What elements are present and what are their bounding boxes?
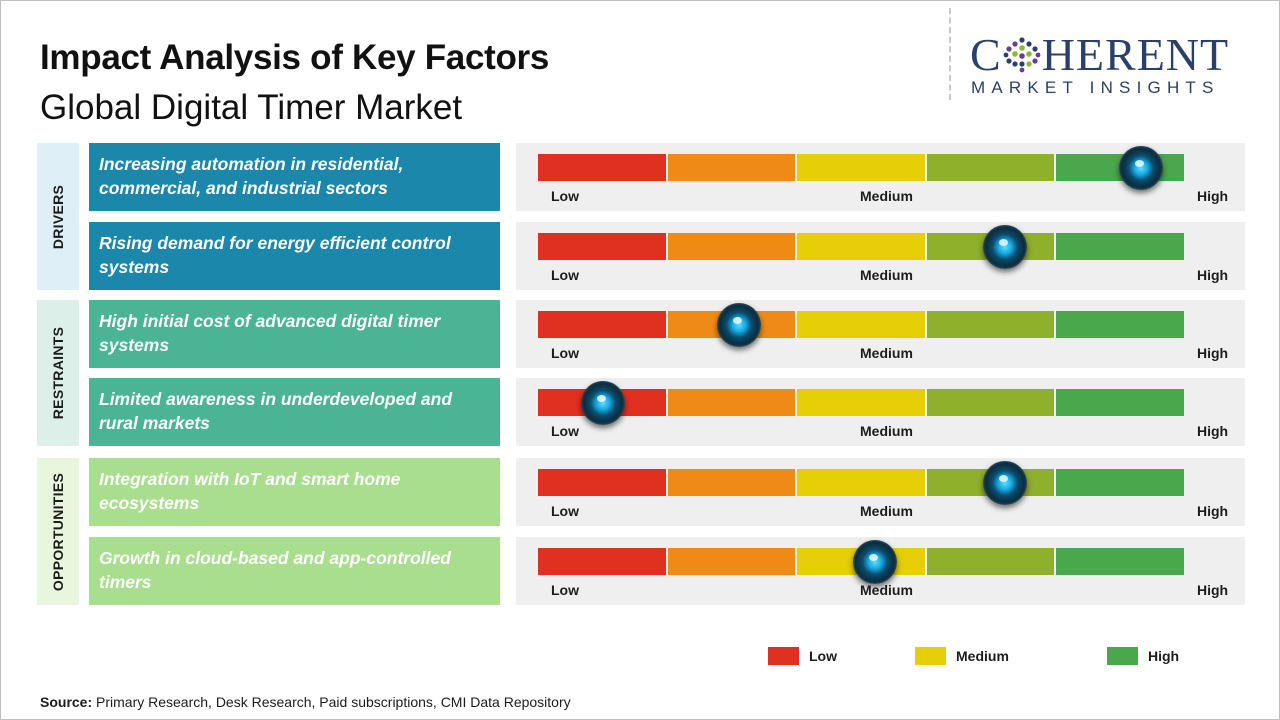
factor-label: Growth in cloud-based and app-controlled… bbox=[89, 537, 500, 605]
gauge-segment-5 bbox=[1056, 548, 1186, 575]
gauge-high-label: High bbox=[1197, 503, 1229, 519]
impact-gauge: Low Medium High bbox=[516, 143, 1245, 211]
gauge-segment-1 bbox=[538, 548, 668, 575]
impact-marker bbox=[982, 461, 1027, 505]
gauge-segment-3 bbox=[797, 311, 927, 338]
gauge-medium-label: Medium bbox=[860, 423, 913, 439]
source-text: Primary Research, Desk Research, Paid su… bbox=[92, 694, 571, 710]
factor-label: High initial cost of advanced digital ti… bbox=[89, 300, 500, 368]
gauge-segment-4 bbox=[926, 548, 1057, 575]
impact-marker bbox=[982, 225, 1027, 269]
impact-marker bbox=[580, 381, 625, 425]
gauge-scale-bar bbox=[538, 461, 1186, 505]
factor-label: Rising demand for energy efficient contr… bbox=[89, 222, 500, 290]
gauge-scale-bar bbox=[538, 146, 1186, 190]
gauge-low-label: Low bbox=[551, 582, 579, 598]
legend-item-high: High bbox=[1107, 647, 1179, 665]
gauge-medium-label: Medium bbox=[860, 503, 913, 519]
group-tab-restraints: RESTRAINTS bbox=[37, 300, 79, 446]
impact-marker bbox=[852, 540, 897, 584]
gauge-segment-3 bbox=[797, 469, 927, 496]
impact-marker bbox=[1118, 146, 1163, 190]
legend-swatch bbox=[768, 647, 799, 665]
gauge-segment-2 bbox=[667, 233, 798, 260]
chart-title: Impact Analysis of Key Factors bbox=[40, 38, 550, 77]
gauge-segment-2 bbox=[667, 154, 798, 181]
factor-label: Integration with IoT and smart home ecos… bbox=[89, 458, 500, 526]
gauge-scale-bar bbox=[538, 540, 1186, 584]
gauge-medium-label: Medium bbox=[860, 188, 913, 204]
gauge-segment-5 bbox=[1056, 311, 1186, 338]
legend-label: Low bbox=[809, 648, 837, 664]
company-logo: C HERENT MARKET INSIGHTS bbox=[970, 30, 1260, 100]
impact-marker bbox=[716, 303, 761, 347]
source-prefix: Source: bbox=[40, 694, 93, 710]
gauge-segment-3 bbox=[797, 233, 927, 260]
gauge-segment-5 bbox=[1056, 233, 1186, 260]
gauge-segment-1 bbox=[538, 311, 668, 338]
gauge-segment-3 bbox=[797, 389, 927, 416]
gauge-scale-bar bbox=[538, 303, 1186, 347]
impact-gauge: Low Medium High bbox=[516, 378, 1245, 446]
gauge-low-label: Low bbox=[551, 423, 579, 439]
factor-label: Limited awareness in underdeveloped and … bbox=[89, 378, 500, 446]
gauge-low-label: Low bbox=[551, 267, 579, 283]
gauge-high-label: High bbox=[1197, 188, 1229, 204]
legend-item-medium: Medium bbox=[915, 647, 1009, 665]
gauge-segment-4 bbox=[926, 154, 1057, 181]
gauge-low-label: Low bbox=[551, 345, 579, 361]
legend-label: Medium bbox=[956, 648, 1009, 664]
impact-gauge: Low Medium High bbox=[516, 537, 1245, 605]
gauge-medium-label: Medium bbox=[860, 345, 913, 361]
gauge-high-label: High bbox=[1197, 582, 1229, 598]
gauge-segment-5 bbox=[1056, 469, 1186, 496]
logo-dot-matrix-icon bbox=[1003, 37, 1041, 73]
group-label: DRIVERS bbox=[50, 184, 66, 249]
gauge-segment-2 bbox=[667, 389, 798, 416]
gauge-scale-bar bbox=[538, 381, 1186, 425]
impact-gauge: Low Medium High bbox=[516, 300, 1245, 368]
gauge-medium-label: Medium bbox=[860, 582, 913, 598]
legend-label: High bbox=[1148, 648, 1180, 664]
logo-wordmark: C HERENT bbox=[970, 29, 1230, 80]
gauge-segment-1 bbox=[538, 469, 668, 496]
gauge-low-label: Low bbox=[551, 503, 579, 519]
gauge-high-label: High bbox=[1197, 267, 1229, 283]
gauge-segment-2 bbox=[667, 469, 798, 496]
gauge-segment-2 bbox=[667, 548, 798, 575]
impact-gauge: Low Medium High bbox=[516, 222, 1245, 290]
gauge-segment-4 bbox=[926, 389, 1057, 416]
source-note: Source: Primary Research, Desk Research,… bbox=[40, 694, 571, 710]
gauge-scale-bar bbox=[538, 225, 1186, 269]
gauge-segment-1 bbox=[538, 154, 668, 181]
gauge-segment-3 bbox=[797, 154, 927, 181]
legend-swatch bbox=[915, 647, 946, 665]
group-tab-drivers: DRIVERS bbox=[37, 143, 79, 290]
gauge-high-label: High bbox=[1197, 423, 1229, 439]
chart-subtitle: Global Digital Timer Market bbox=[40, 88, 463, 127]
header-divider bbox=[949, 8, 951, 100]
gauge-high-label: High bbox=[1197, 345, 1229, 361]
factor-label: Increasing automation in residential, co… bbox=[89, 143, 500, 211]
logo-tagline: MARKET INSIGHTS bbox=[971, 78, 1220, 97]
group-label: OPPORTUNITIES bbox=[50, 472, 66, 591]
gauge-segment-1 bbox=[538, 233, 668, 260]
gauge-segment-4 bbox=[926, 311, 1057, 338]
legend-item-low: Low bbox=[768, 647, 837, 665]
group-tab-opportunities: OPPORTUNITIES bbox=[37, 458, 79, 605]
gauge-medium-label: Medium bbox=[860, 267, 913, 283]
group-label: RESTRAINTS bbox=[50, 326, 66, 420]
gauge-segment-5 bbox=[1056, 389, 1186, 416]
legend-swatch bbox=[1107, 647, 1138, 665]
gauge-low-label: Low bbox=[551, 188, 579, 204]
impact-gauge: Low Medium High bbox=[516, 458, 1245, 526]
